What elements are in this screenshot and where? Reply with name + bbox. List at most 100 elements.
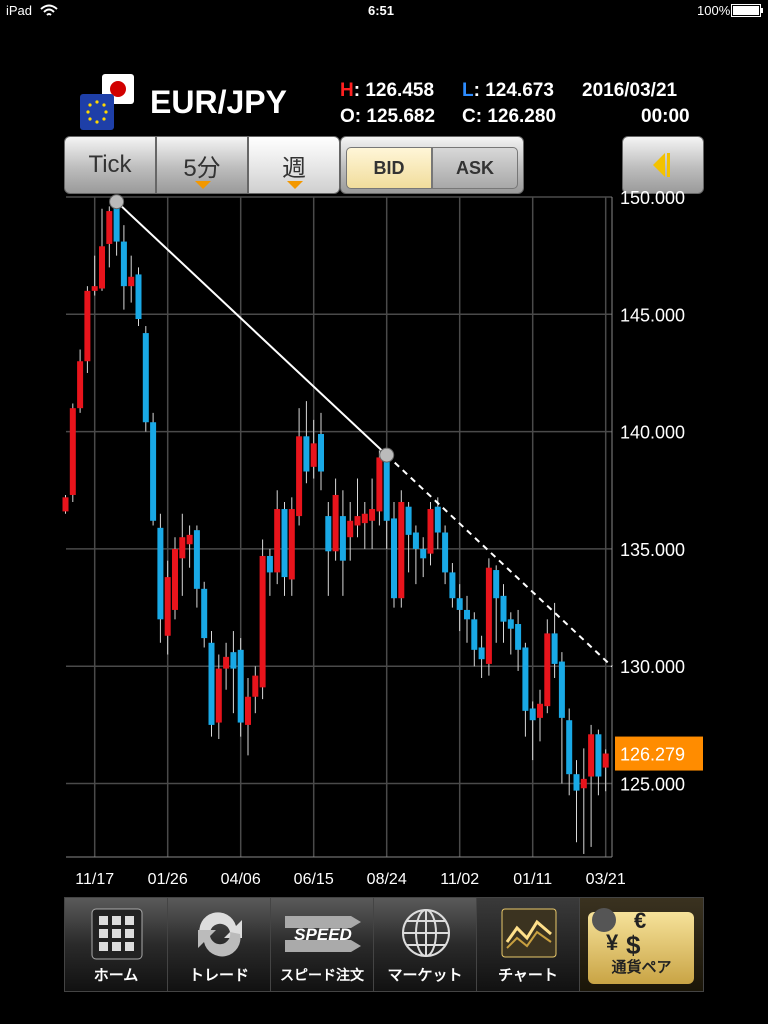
speed-icon: SPEED	[285, 916, 361, 952]
high-key: H	[340, 80, 354, 101]
candle-body	[142, 333, 149, 423]
tab-label: チャート	[498, 967, 558, 984]
wifi-icon	[40, 4, 58, 16]
period-button[interactable]: Tick	[64, 136, 156, 194]
tab-trade[interactable]: トレード	[167, 897, 271, 992]
candle-body	[99, 246, 105, 289]
candle-body	[193, 530, 200, 589]
candle-body	[383, 455, 390, 521]
tab-label: トレード	[188, 967, 249, 984]
period-label: Tick	[88, 151, 132, 178]
candle-body	[296, 436, 303, 517]
tab-label: ホーム	[93, 967, 139, 984]
period-button[interactable]: 週	[248, 136, 340, 194]
candle-body	[354, 516, 361, 526]
candle-body	[537, 703, 543, 718]
tab-speed-order[interactable]: SPEED スピード注文	[270, 897, 374, 992]
candle-body	[434, 506, 441, 533]
y-tick-label: 130.000	[620, 657, 685, 677]
battery-icon	[731, 4, 763, 17]
candle-body	[405, 506, 412, 535]
candle-body	[208, 642, 215, 725]
candle-body	[478, 647, 485, 660]
candle-body	[62, 497, 69, 512]
candle-body	[84, 290, 91, 362]
ask-button[interactable]: ASK	[432, 147, 518, 189]
candle-body	[580, 778, 587, 789]
period-label: 週	[282, 154, 306, 182]
candle-body	[369, 509, 376, 521]
candle-body	[303, 436, 310, 472]
candle-body	[588, 734, 595, 777]
candle-body	[128, 276, 135, 287]
candle-body	[223, 656, 230, 669]
candle-body	[485, 567, 492, 664]
candle-body	[164, 577, 171, 636]
candle-body	[201, 588, 208, 639]
candle-body	[529, 708, 536, 721]
candle-body	[361, 513, 368, 524]
candle-body	[179, 537, 186, 559]
low-price: L: 124.673	[462, 80, 554, 102]
x-tick-label: 08/24	[367, 871, 407, 888]
tab-home[interactable]: ホーム	[64, 897, 168, 992]
x-tick-label: 06/15	[294, 871, 334, 888]
high-value: : 126.458	[353, 80, 435, 101]
candle-body	[310, 443, 317, 467]
last-price-tag	[615, 736, 703, 771]
candle-body	[281, 509, 288, 578]
currency-flag-icon	[80, 74, 134, 130]
candle-body	[318, 433, 324, 472]
candle-body	[515, 624, 522, 650]
candle-body	[237, 649, 244, 723]
tab-currency-pair[interactable]: € ¥ $ 通貨ペア	[579, 897, 704, 992]
open-price: O: 125.682	[340, 106, 436, 127]
trendline	[115, 200, 388, 456]
candle-body	[91, 286, 98, 291]
candle-body	[602, 753, 609, 768]
y-tick-label: 140.000	[620, 423, 685, 443]
candle-body	[471, 619, 478, 650]
candle-body	[77, 361, 84, 409]
x-tick-label: 04/06	[221, 871, 261, 888]
tab-market[interactable]: マーケット	[373, 897, 477, 992]
x-tick-label: 01/11	[513, 871, 552, 888]
candle-body	[573, 774, 580, 791]
svg-text:¥: ¥	[606, 930, 619, 955]
candle-body	[245, 696, 251, 725]
panel-toggle-button[interactable]	[622, 136, 704, 194]
candle-body	[391, 518, 397, 599]
candle-body	[551, 633, 558, 664]
x-tick-label: 03/21	[586, 871, 626, 888]
device-name: iPad	[6, 3, 33, 18]
candle-body	[120, 241, 127, 287]
candle-body	[215, 668, 222, 723]
candle-body	[339, 516, 346, 561]
tab-chart[interactable]: チャート	[476, 897, 580, 992]
tab-label: 通貨ペア	[611, 959, 672, 976]
trade-icon	[198, 912, 242, 957]
dropdown-arrow	[287, 181, 303, 189]
candle-body	[544, 633, 551, 707]
y-tick-label: 135.000	[620, 540, 685, 560]
candle-body	[347, 520, 354, 538]
candle-body	[186, 534, 193, 545]
candle-body	[507, 619, 514, 629]
plot-area	[66, 197, 612, 857]
candle-body	[442, 532, 449, 573]
bid-label: BID	[373, 157, 405, 178]
candle-body	[427, 509, 434, 554]
candle-body	[464, 609, 470, 620]
bid-button[interactable]: BID	[346, 147, 432, 189]
y-tick-label: 145.000	[620, 305, 685, 325]
globe-icon	[402, 909, 450, 957]
candle-body	[274, 509, 281, 573]
svg-text:€: €	[634, 908, 646, 933]
candle-body	[412, 532, 419, 549]
candle-body	[558, 661, 565, 718]
trendline-extension	[386, 454, 613, 668]
trendline-handle	[379, 447, 395, 463]
period-button[interactable]: 5分	[156, 136, 248, 194]
candle-body	[106, 211, 113, 244]
